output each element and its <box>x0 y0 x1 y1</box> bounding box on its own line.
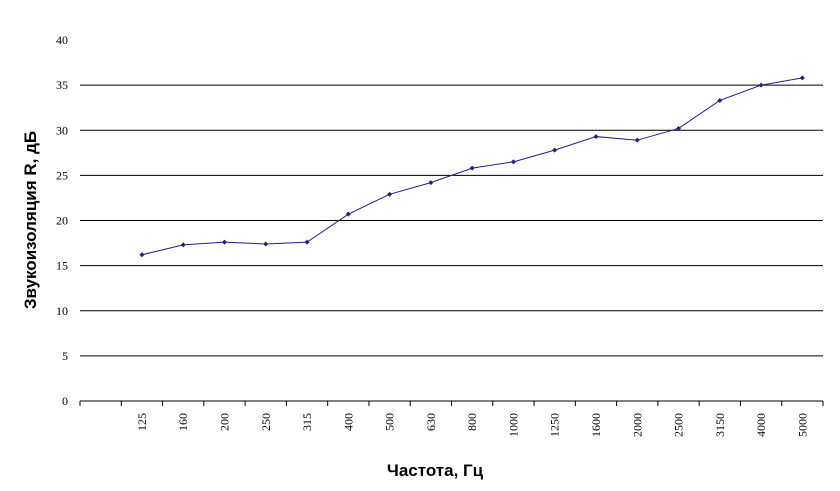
x-tick-label: 1000 <box>506 413 520 437</box>
point-marker <box>263 241 269 247</box>
point-marker <box>387 191 393 197</box>
y-tick-label: 5 <box>62 349 68 363</box>
x-axis-title: Частота, Гц <box>387 461 484 480</box>
x-tick-label: 630 <box>424 413 438 431</box>
x-tick-label: 4000 <box>754 413 768 437</box>
point-marker <box>345 211 351 217</box>
point-marker <box>552 147 558 153</box>
point-marker <box>304 239 310 245</box>
y-tick-label: 40 <box>56 33 68 47</box>
point-marker <box>180 242 186 248</box>
point-marker <box>469 165 475 171</box>
y-axis-title: Звукоизоляция R, дБ <box>21 131 40 309</box>
x-tick-label: 5000 <box>795 413 809 437</box>
y-tick-label: 30 <box>56 123 68 137</box>
x-tick-label: 125 <box>135 413 149 431</box>
x-tick-label: 500 <box>383 413 397 431</box>
x-tick-label: 1250 <box>548 413 562 437</box>
y-tick-label: 25 <box>56 168 68 182</box>
point-marker <box>139 252 145 258</box>
y-tick-label: 10 <box>56 304 68 318</box>
x-tick-label: 250 <box>259 413 273 431</box>
x-tick-label: 2000 <box>630 413 644 437</box>
point-marker <box>510 159 516 165</box>
y-tick-label: 0 <box>62 394 68 408</box>
point-marker <box>221 239 227 245</box>
x-tick-label: 160 <box>176 413 190 431</box>
y-tick-label: 35 <box>56 78 68 92</box>
x-tick-label: 2500 <box>672 413 686 437</box>
y-tick-label: 15 <box>56 259 68 273</box>
x-tick-label: 400 <box>341 413 355 431</box>
point-marker <box>676 125 682 131</box>
x-tick-label: 3150 <box>713 413 727 437</box>
x-tick-label: 1600 <box>589 413 603 437</box>
point-marker <box>593 134 599 140</box>
x-tick-label: 200 <box>217 413 231 431</box>
point-marker <box>758 82 764 88</box>
x-tick-label: 315 <box>300 413 314 431</box>
point-marker <box>717 97 723 103</box>
point-marker <box>428 180 434 186</box>
x-tick-label: 800 <box>465 413 479 431</box>
point-marker <box>634 137 640 143</box>
y-tick-label: 20 <box>56 214 68 228</box>
point-marker <box>799 75 805 81</box>
